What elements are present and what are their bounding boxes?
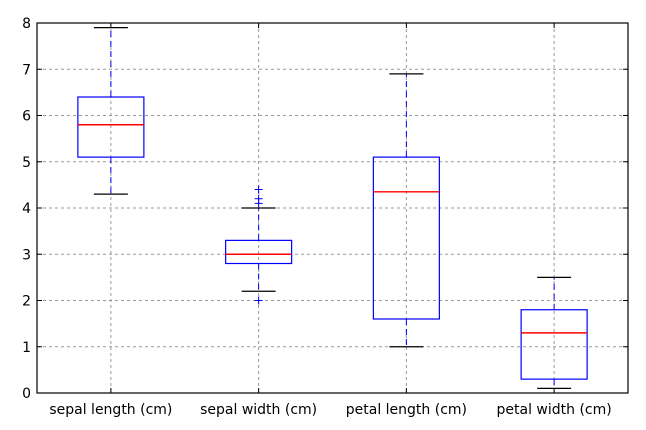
label-layer: 0 1 2 3 4 5 6 7 8 sepal length (cm) sepal width (c… [22,16,612,418]
y-tick-label: 8 [22,16,31,32]
box-iqr [225,239,293,265]
plot-frame [36,22,629,394]
x-tick-label: petal length (cm) [346,402,467,418]
box-iqr [77,96,145,158]
axis-layer [36,22,629,394]
y-tick-label: 5 [22,155,31,171]
y-tick-label: 3 [22,247,31,263]
y-tick-label: 4 [22,201,31,217]
x-tick-label: sepal width (cm) [200,402,317,418]
x-tick-label: sepal length (cm) [49,402,172,418]
y-tick-label: 2 [22,294,31,310]
y-tick-label: 0 [22,386,31,402]
y-tick-label: 7 [22,62,31,78]
y-tick-label: 6 [22,109,31,125]
box-iqr [520,309,588,380]
x-tick-label: petal width (cm) [497,402,612,418]
y-tick-label: 1 [22,340,31,356]
grid-layer [37,23,628,393]
box-iqr [372,156,440,320]
